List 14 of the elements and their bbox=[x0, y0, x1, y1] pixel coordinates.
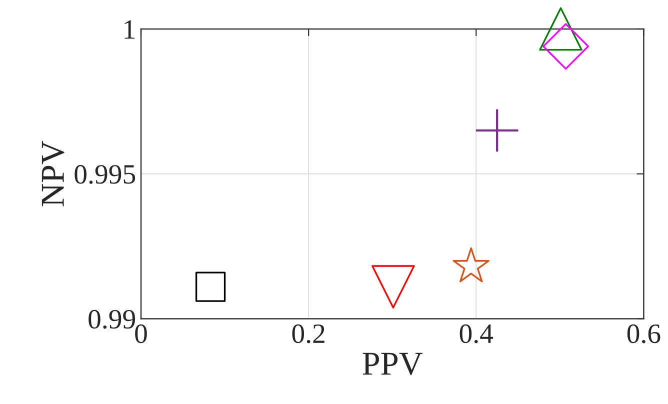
point bbox=[542, 23, 590, 70]
y-tick-label: 1 bbox=[124, 20, 134, 39]
x-tick-label: 0 bbox=[135, 324, 147, 344]
x-tick-label: 0.6 bbox=[627, 324, 660, 344]
point bbox=[195, 272, 226, 302]
y-tick-label: 0.99 bbox=[88, 310, 135, 329]
x-tick-label: 0.4 bbox=[460, 324, 494, 344]
point bbox=[476, 109, 518, 152]
point bbox=[539, 7, 582, 51]
x-tick-label: 0.2 bbox=[292, 324, 324, 344]
x-axis-title: PPV bbox=[362, 352, 423, 376]
y-tick-label: 0.995 bbox=[74, 165, 136, 184]
y-axis-title: NPV bbox=[42, 140, 64, 206]
point bbox=[372, 265, 415, 308]
